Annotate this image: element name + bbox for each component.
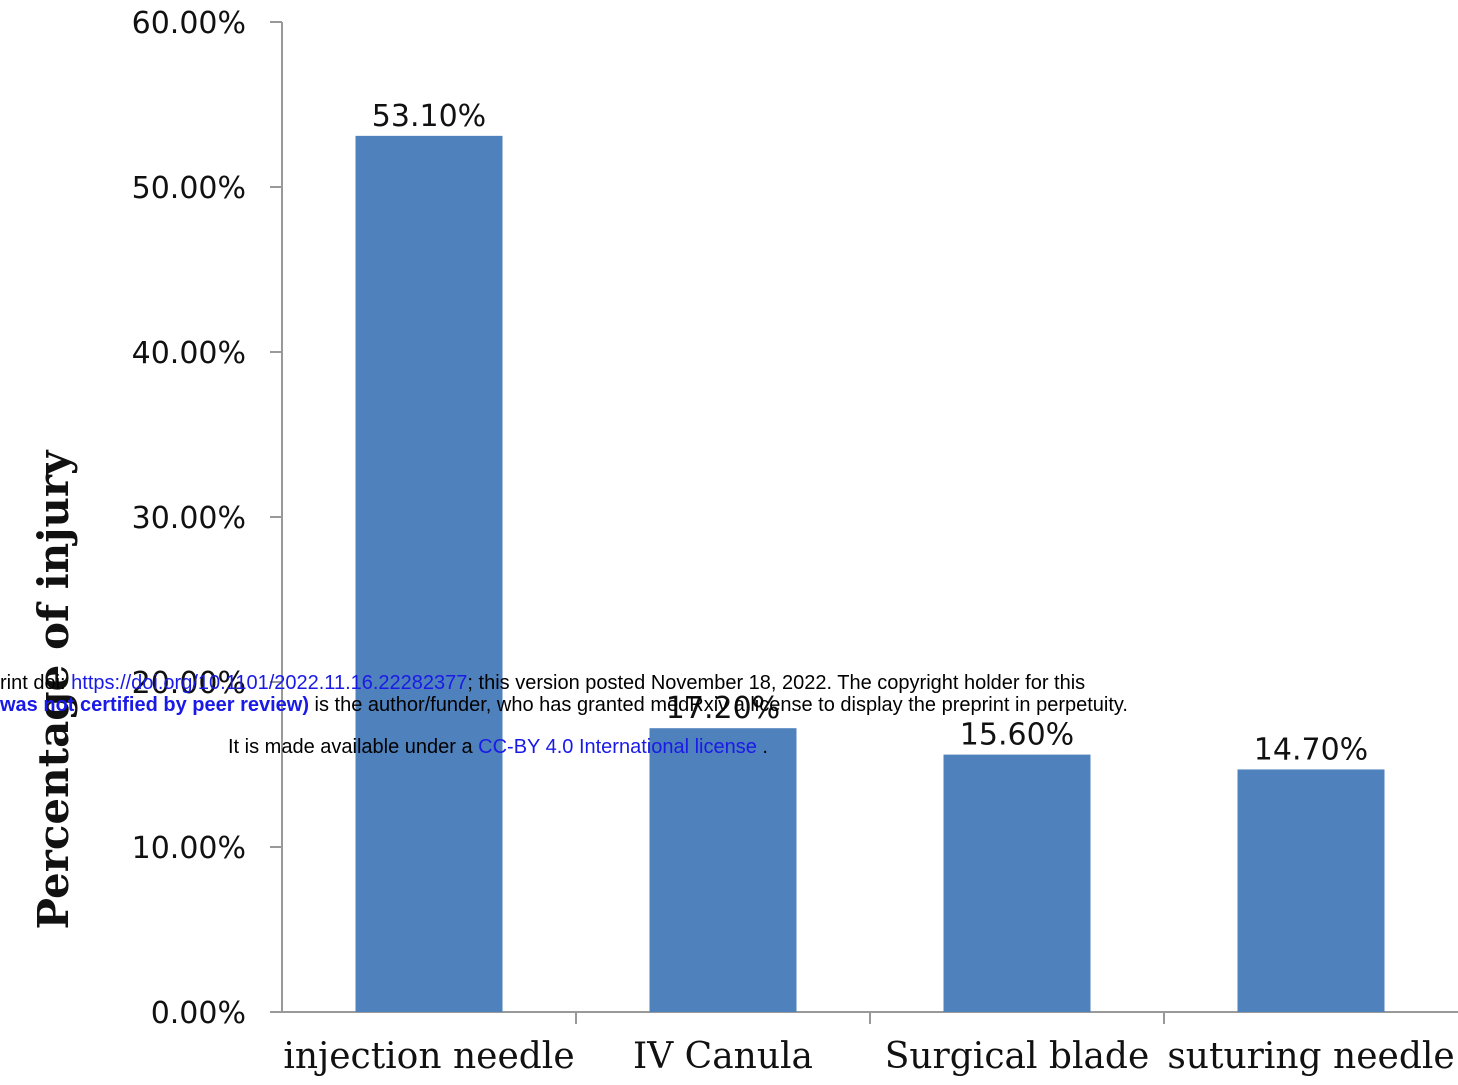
bars: 53.10% 17.20% 15.60% 14.70% (355, 99, 1385, 1013)
x-category-label: suturing needle (1167, 1036, 1454, 1077)
bar (355, 135, 503, 1013)
y-axis-title: Percentage of injury (29, 449, 78, 930)
y-tick-label: 20.00% (132, 666, 246, 701)
notice-suffix: ; this version posted November 18, 2022.… (467, 672, 1086, 694)
x-category-label: Surgical blade (885, 1036, 1150, 1077)
x-ticks: injection needle IV Canula Surgical blade s… (283, 1012, 1455, 1077)
bar-data-label: 14.70% (1254, 732, 1368, 767)
preprint-notice-line-3: It is made available under a CC-BY 4.0 I… (228, 736, 768, 758)
x-category-label: injection needle (283, 1036, 574, 1077)
y-tick-label: 40.00% (132, 336, 246, 371)
cc-license-link[interactable]: CC-BY 4.0 International license (478, 736, 757, 758)
availability-suffix: . (756, 736, 768, 758)
bar (943, 754, 1091, 1012)
y-tick-label: 30.00% (132, 501, 246, 536)
bar (649, 728, 797, 1012)
bar (1237, 769, 1385, 1012)
peer-review-notice: was not certified by peer review) (0, 694, 309, 716)
bar-data-label: 53.10% (372, 99, 486, 134)
bar-data-label: 15.60% (960, 718, 1074, 753)
preprint-notice-line-2: was not certified by peer review) is the… (0, 694, 1128, 716)
y-tick-label: 0.00% (151, 996, 246, 1031)
x-category-label: IV Canula (633, 1036, 813, 1077)
doi-link[interactable]: https://doi.org/10.1101/2022.11.16.22282… (71, 672, 468, 694)
y-tick-label: 10.00% (132, 831, 246, 866)
y-tick-label: 60.00% (132, 6, 246, 41)
notice-prefix: rint doi: (0, 672, 72, 694)
preprint-notice-line-1: rint doi: https://doi.org/10.1101/2022.1… (0, 672, 1085, 694)
bar-data-label: 17.20% (666, 691, 780, 726)
y-tick-label: 50.00% (132, 171, 246, 206)
y-ticks: 0.00% 10.00% 20.00% 30.00% 40.00% 50.00% 60.00… (132, 6, 282, 1031)
availability-prefix: It is made available under a (228, 736, 479, 758)
license-notice: is the author/funder, who has granted me… (309, 694, 1128, 716)
